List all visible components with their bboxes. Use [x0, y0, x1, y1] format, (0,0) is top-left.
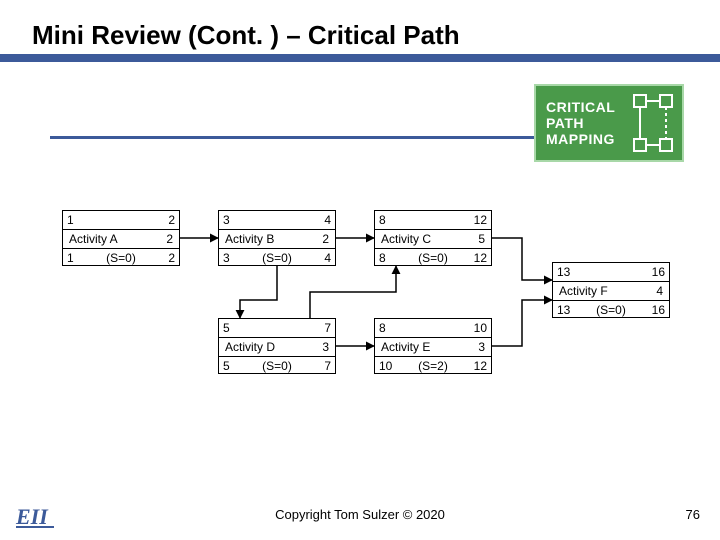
- c-slack: (S=0): [403, 252, 463, 264]
- f-slack: (S=0): [581, 304, 641, 316]
- activity-box-c: 8 12 Activity C 5 8 (S=0) 12: [374, 210, 492, 266]
- e-ef: 10: [463, 322, 491, 334]
- a-lf: 2: [151, 252, 179, 264]
- a-name: Activity A: [63, 233, 149, 245]
- b-dur: 2: [305, 233, 335, 245]
- e-ls: 10: [375, 360, 403, 372]
- f-name: Activity F: [553, 285, 639, 297]
- page-number: 76: [686, 507, 700, 522]
- a-slack: (S=0): [91, 252, 151, 264]
- c-ef: 12: [463, 214, 491, 226]
- b-slack: (S=0): [247, 252, 307, 264]
- f-dur: 4: [639, 285, 669, 297]
- a-dur: 2: [149, 233, 179, 245]
- f-ls: 13: [553, 304, 581, 316]
- f-lf: 16: [641, 304, 669, 316]
- d-es: 5: [219, 322, 247, 334]
- slide-title-bar: Mini Review (Cont. ) – Critical Path: [0, 18, 720, 52]
- c-name: Activity C: [375, 233, 461, 245]
- d-lf: 7: [307, 360, 335, 372]
- copyright-footer: Copyright Tom Sulzer © 2020: [0, 507, 720, 522]
- b-lf: 4: [307, 252, 335, 264]
- e-lf: 12: [463, 360, 491, 372]
- e-es: 8: [375, 322, 403, 334]
- b-es: 3: [219, 214, 247, 226]
- critical-path-badge: CRITICAL PATH MAPPING: [534, 84, 684, 162]
- activity-box-e: 8 10 Activity E 3 10 (S=2) 12: [374, 318, 492, 374]
- activity-box-f: 13 16 Activity F 4 13 (S=0) 16: [552, 262, 670, 318]
- c-lf: 12: [463, 252, 491, 264]
- e-slack: (S=2): [403, 360, 463, 372]
- d-slack: (S=0): [247, 360, 307, 372]
- d-ef: 7: [307, 322, 335, 334]
- c-ls: 8: [375, 252, 403, 264]
- activity-box-a: 1 2 Activity A 2 1 (S=0) 2: [62, 210, 180, 266]
- eii-logo: EII: [16, 504, 54, 528]
- d-name: Activity D: [219, 341, 305, 353]
- f-es: 13: [553, 266, 581, 278]
- a-ls: 1: [63, 252, 91, 264]
- b-ls: 3: [219, 252, 247, 264]
- b-ef: 4: [307, 214, 335, 226]
- badge-mini-diagram-icon: [632, 93, 676, 157]
- f-ef: 16: [641, 266, 669, 278]
- activity-box-b: 3 4 Activity B 2 3 (S=0) 4: [218, 210, 336, 266]
- d-dur: 3: [305, 341, 335, 353]
- a-ef: 2: [151, 214, 179, 226]
- a-es: 1: [63, 214, 91, 226]
- activity-box-d: 5 7 Activity D 3 5 (S=0) 7: [218, 318, 336, 374]
- e-dur: 3: [461, 341, 491, 353]
- slide-title: Mini Review (Cont. ) – Critical Path: [32, 20, 460, 51]
- c-dur: 5: [461, 233, 491, 245]
- b-name: Activity B: [219, 233, 305, 245]
- title-underline: [0, 54, 720, 62]
- e-name: Activity E: [375, 341, 461, 353]
- c-es: 8: [375, 214, 403, 226]
- d-ls: 5: [219, 360, 247, 372]
